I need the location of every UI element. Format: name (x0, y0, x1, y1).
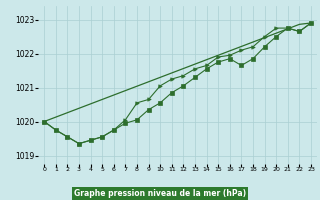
Text: Graphe pression niveau de la mer (hPa): Graphe pression niveau de la mer (hPa) (74, 189, 246, 198)
